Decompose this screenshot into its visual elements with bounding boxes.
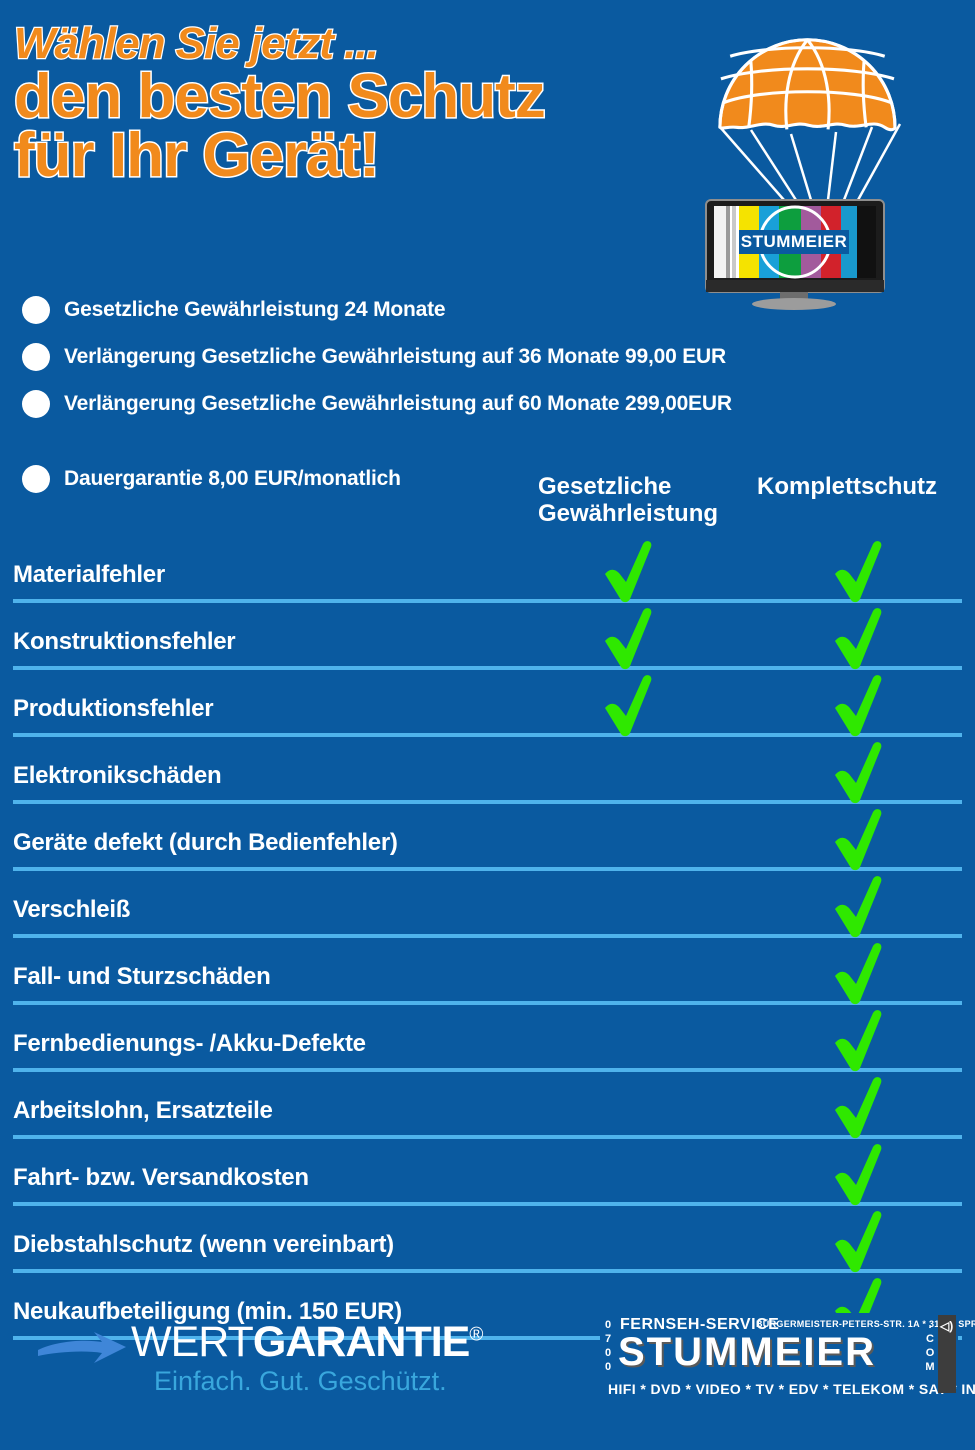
column-header-komplettschutz: Komplettschutz [757,473,937,500]
checkmark-icon-komplettschutz [831,1144,887,1206]
checkmark-icon-komplettschutz [831,1010,887,1072]
table-row: Verschleiß [13,871,962,938]
table-row: Materialfehler [13,536,962,603]
row-label: Neukaufbeteiligung (min. 150 EUR) [13,1298,402,1325]
table-row: Arbeitslohn, Ersatzteile [13,1072,962,1139]
coverage-comparison-table: Gesetzliche Gewährleistung Komplettschut… [0,470,975,1340]
list-item: Gesetzliche Gewährleistung 24 Monate [22,286,952,333]
list-item: Dauergarantie 8,00 EUR/monatlich [22,455,952,502]
headline-line-2: den besten Schutz [13,62,548,132]
bullet-label: Verlängerung Gesetzliche Gewährleistung … [64,391,732,415]
row-label: Fernbedienungs- /Akku-Defekte [13,1030,366,1057]
row-label: Produktionsfehler [13,695,214,722]
service-line-label: FERNSEH-SERVICE [620,1316,780,1333]
table-row: Geräte defekt (durch Bedienfehler) [13,804,962,871]
checkmark-icon-gesetzliche [601,608,657,670]
parachute-icon: STUMMEIER [705,38,902,310]
bullet-label: Verlängerung Gesetzliche Gewährleistung … [64,344,726,368]
bullet-dot-icon [22,342,50,371]
table-row: Konstruktionsfehler [13,603,962,670]
parachute-tv-artwork: STUMMEIER [676,22,966,312]
checkmark-icon-komplettschutz [831,809,887,871]
checkmark-icon-komplettschutz [831,876,887,938]
checkmark-icon-komplettschutz [831,742,887,804]
speaker-glyph: ◁) [940,1319,954,1333]
bullet-label: Dauergarantie 8,00 EUR/monatlich [64,466,401,490]
row-label: Fahrt- bzw. Versandkosten [13,1164,309,1191]
bullet-dot-icon [22,295,50,324]
headline-line-3: für Ihr Gerät! [13,120,382,190]
svg-text:STUMMEIER: STUMMEIER [741,232,848,251]
wertgarantie-logo: WERTGARANTIE® Einfach. Gut. Geschützt. [36,1316,536,1426]
bullet-dot-icon [22,389,50,418]
checkmark-icon-komplettschutz [831,541,887,603]
table-row: Elektronikschäden [13,737,962,804]
checkmark-icon-gesetzliche [601,675,657,737]
headline-line-1: Wählen Sie jetzt ... [13,19,380,68]
list-item: Verlängerung Gesetzliche Gewährleistung … [22,333,952,380]
row-label: Geräte defekt (durch Bedienfehler) [13,829,398,856]
checkmark-icon-gesetzliche [601,541,657,603]
column-header-line-1: Gesetzliche [538,473,672,500]
table-row: Fall- und Sturzschäden [13,938,962,1005]
column-header-gesetzliche: Gesetzliche Gewährleistung [538,473,753,528]
domain-label: .COM [924,1319,936,1375]
table-row: Diebstahlschutz (wenn vereinbart) [13,1206,962,1273]
checkmark-icon-komplettschutz [831,943,887,1005]
wertgarantie-tagline: Einfach. Gut. Geschützt. [154,1366,447,1396]
column-header-line-2: Gewährleistung [538,499,719,527]
phone-prefix: 0700 [602,1319,614,1375]
headline-block: Wählen Sie jetzt ... den besten Schutz f… [13,19,634,190]
checkmark-icon-komplettschutz [831,608,887,670]
table-row: Fahrt- bzw. Versandkosten [13,1139,962,1206]
offer-bullet-list: Gesetzliche Gewährleistung 24 Monate Ver… [22,286,952,502]
list-item: Verlängerung Gesetzliche Gewährleistung … [22,380,952,427]
stuemmeier-logo: 0700 FERNSEH-SERVICE BÜRGERMEISTER-PETER… [600,1313,975,1399]
row-label: Elektronikschäden [13,762,222,789]
services-line: HIFI * DVD * VIDEO * TV * EDV * TELEKOM … [608,1381,975,1397]
bullet-label: Gesetzliche Gewährleistung 24 Monate [64,297,446,321]
table-header-row: Gesetzliche Gewährleistung Komplettschut… [0,470,975,542]
row-label: Materialfehler [13,561,165,588]
wertgarantie-word-light: WERT [131,1318,254,1366]
wertgarantie-wordmark: WERTGARANTIE® [131,1318,483,1367]
row-label: Verschleiß [13,896,131,923]
row-label: Konstruktionsfehler [13,628,236,655]
registered-mark: ® [469,1324,483,1346]
table-body: Materialfehler Konstruktionsfehler Produkt… [0,536,975,1340]
table-row: Produktionsfehler [13,670,962,737]
row-label: Diebstahlschutz (wenn vereinbart) [13,1231,394,1258]
row-label: Arbeitslohn, Ersatzteile [13,1097,273,1124]
wertgarantie-word-heavy: GARANTIE [252,1318,471,1366]
speaker-icon: ◁) [938,1315,956,1393]
address-label: BÜRGERMEISTER-PETERS-STR. 1A * 31832 SPR… [756,1319,975,1329]
row-label: Fall- und Sturzschäden [13,963,271,990]
bullet-dot-icon [22,464,50,493]
arrow-right-icon [38,1332,126,1363]
checkmark-icon-komplettschutz [831,1211,887,1273]
checkmark-icon-komplettschutz [831,675,887,737]
table-row: Fernbedienungs- /Akku-Defekte [13,1005,962,1072]
company-name: STUMMEIER [618,1330,876,1374]
table-row: Neukaufbeteiligung (min. 150 EUR) [13,1273,962,1340]
checkmark-icon-komplettschutz [831,1077,887,1139]
